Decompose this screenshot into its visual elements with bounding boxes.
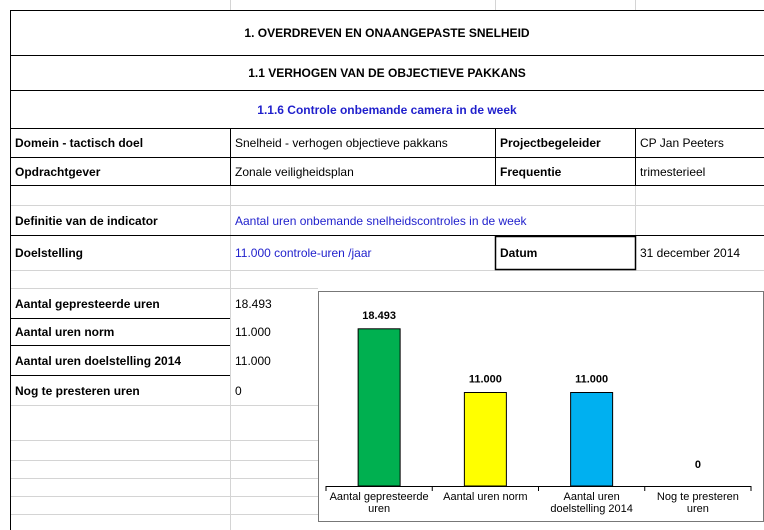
target-label: Doelstelling xyxy=(15,246,84,260)
data-label: 11.000 xyxy=(469,374,502,386)
detail-value: CP Jan Peeters xyxy=(640,136,724,150)
x-tick-label: Aantal uren norm xyxy=(443,491,528,503)
detail-value: trimesterieel xyxy=(640,164,706,179)
figure-label: Aantal uren norm xyxy=(15,325,115,339)
chart-plot: 18.493 11.000 11.000 0 xyxy=(325,310,752,491)
figure-value: 11.000 xyxy=(235,353,271,368)
figure-label: Nog te presteren uren xyxy=(15,383,140,398)
data-label: 0 xyxy=(695,459,701,471)
date-value: 31 december 2014 xyxy=(640,246,741,260)
section-title: 1. OVERDREVEN EN ONAANGEPASTE SNELHEID xyxy=(244,26,530,40)
section-title: 1.1.6 Controle onbemande camera in de we… xyxy=(257,102,517,117)
x-tick-label: Aantal gepresteerde uren xyxy=(329,491,429,515)
detail-label: Projectbegeleider xyxy=(500,136,601,150)
date-label: Datum xyxy=(500,246,538,260)
x-tick-label: Nog te presteren uren xyxy=(656,491,739,515)
figure-label: Aantal gepresteerde uren xyxy=(15,296,160,311)
target-text: 11.000 controle-uren /jaar xyxy=(235,246,372,260)
data-label: 18.493 xyxy=(362,310,396,322)
figure-value: 0 xyxy=(235,383,242,398)
detail-label: Opdrachtgever xyxy=(15,164,101,179)
bar xyxy=(357,328,401,487)
chart: 18.493 11.000 11.000 0 Aantal gepresteerde … xyxy=(318,291,764,522)
figure-value: 11.000 xyxy=(235,325,271,339)
detail-label: Frequentie xyxy=(500,164,562,179)
detail-value: Zonale veiligheidsplan xyxy=(235,164,354,179)
section-title: 1.1 VERHOGEN VAN DE OBJECTIEVE PAKKANS xyxy=(248,66,526,80)
figure-value: 18.493 xyxy=(235,296,272,311)
definition-text: Aantal uren onbemande snelheidscontroles… xyxy=(235,213,527,228)
bar xyxy=(570,392,614,487)
x-tick-label: Aantal uren doelstelling 2014 xyxy=(550,491,633,515)
bar xyxy=(463,392,507,487)
definition-label: Definitie van de indicator xyxy=(15,213,158,228)
data-label: 11.000 xyxy=(575,374,608,386)
detail-label: Domein - tactisch doel xyxy=(15,136,144,150)
detail-value: Snelheid - verhogen objectieve pakkans xyxy=(235,136,448,150)
figure-label: Aantal uren doelstelling 2014 xyxy=(15,353,182,368)
